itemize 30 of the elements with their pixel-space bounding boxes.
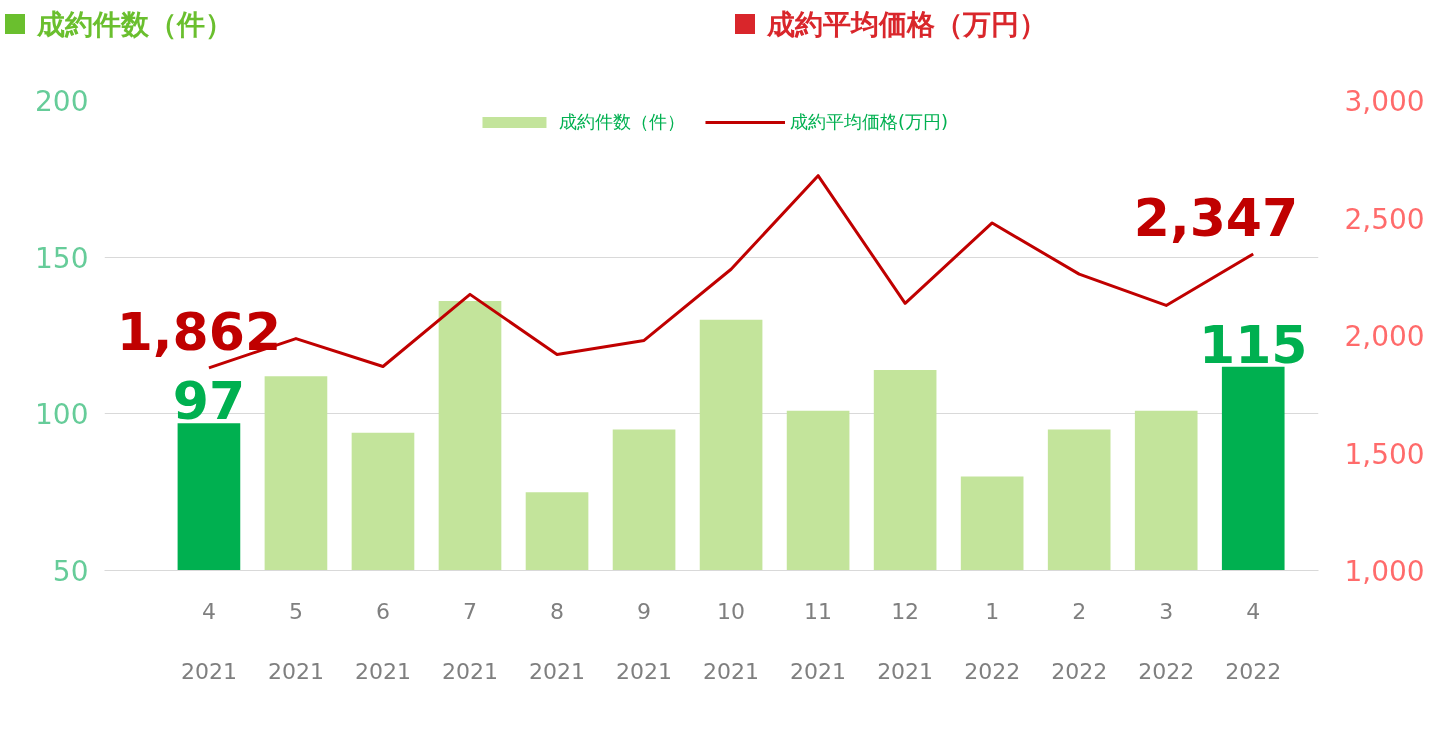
y-axis-title: 成約件数（件） [36, 7, 233, 43]
category-label: 9 2021 [616, 598, 673, 684]
data-label: 1,862 [116, 301, 282, 362]
category-label: 3 2022 [1138, 598, 1195, 684]
data-label: 97 [172, 371, 246, 432]
legend-label: 成約平均価格(万円) [789, 110, 949, 134]
category-label: 7 2021 [442, 598, 499, 684]
data-label: 2,347 [1133, 187, 1299, 248]
category-label: 1 2022 [964, 598, 1021, 684]
category-label: 4 2022 [1225, 598, 1282, 684]
category-label: 12 2021 [877, 598, 934, 684]
category-label: 2 2022 [1051, 598, 1108, 684]
y2-tick-label: 1,000 [1344, 555, 1425, 588]
y-tick-label: 200 [35, 85, 89, 118]
legend-label: 成約件数（件） [558, 110, 685, 134]
y-tick-label: 100 [35, 398, 89, 432]
y2-tick-label: 2,000 [1344, 320, 1425, 353]
category-label: 6 2021 [354, 598, 411, 684]
category-label: 8 2021 [529, 598, 586, 684]
y2-tick-label: 1,500 [1344, 437, 1425, 471]
category-label: 11 2021 [790, 598, 847, 684]
category-label: 5 2021 [267, 598, 324, 684]
y2-axis-title: 成約平均価格（万円） [766, 7, 1047, 43]
y-tick-label: 50 [52, 555, 89, 588]
y2-tick-label: 2,500 [1344, 202, 1425, 236]
y2-tick-label: 3,000 [1344, 85, 1425, 118]
category-label: 4 2021 [180, 598, 237, 684]
category-label: 10 2021 [703, 598, 760, 684]
y-tick-label: 150 [35, 241, 89, 275]
data-label: 115 [1198, 314, 1308, 375]
